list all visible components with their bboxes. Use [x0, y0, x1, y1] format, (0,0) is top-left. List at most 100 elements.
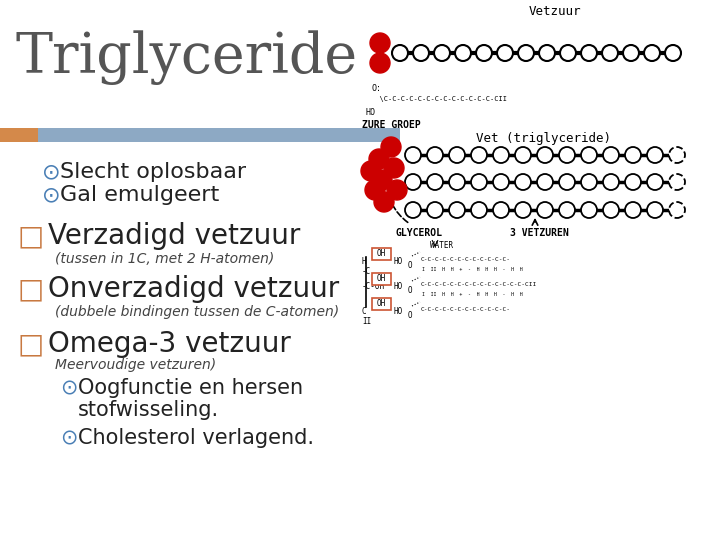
Circle shape: [644, 45, 660, 61]
FancyBboxPatch shape: [372, 298, 390, 309]
Circle shape: [603, 202, 619, 218]
Text: C-C-C-C-C-C-C-C-C-C-C-C-: C-C-C-C-C-C-C-C-C-C-C-C-: [421, 307, 511, 312]
Circle shape: [669, 202, 685, 218]
Text: HO: HO: [393, 282, 402, 291]
Text: H
-C: H -C: [362, 257, 372, 276]
Text: Onverzadigd vetzuur: Onverzadigd vetzuur: [48, 275, 339, 303]
Text: OH: OH: [377, 299, 386, 308]
Circle shape: [493, 147, 509, 163]
Circle shape: [471, 147, 487, 163]
Text: -C-OH: -C-OH: [362, 282, 385, 291]
Text: O: O: [408, 311, 413, 320]
Circle shape: [625, 174, 641, 190]
Circle shape: [493, 174, 509, 190]
Circle shape: [539, 45, 555, 61]
Text: OH: OH: [377, 249, 386, 258]
Text: GLYCEROL: GLYCEROL: [395, 228, 442, 238]
Text: Cholesterol verlagend.: Cholesterol verlagend.: [78, 428, 314, 448]
Text: Vet (triglyceride): Vet (triglyceride): [475, 132, 611, 145]
Circle shape: [381, 137, 401, 157]
Text: ⊙: ⊙: [60, 428, 78, 448]
Circle shape: [405, 174, 421, 190]
Circle shape: [427, 202, 443, 218]
Circle shape: [515, 174, 531, 190]
Circle shape: [370, 33, 390, 53]
Text: Omega-3 vetzuur: Omega-3 vetzuur: [48, 330, 291, 358]
Circle shape: [369, 149, 389, 169]
Circle shape: [392, 45, 408, 61]
Text: □: □: [18, 330, 44, 358]
Circle shape: [603, 147, 619, 163]
Text: ⊙: ⊙: [42, 162, 60, 182]
Text: \C-C-C-C-C-C-C-C-C-C-C-C-C-CII: \C-C-C-C-C-C-C-C-C-C-C-C-C-CII: [371, 96, 507, 102]
Bar: [0, 128, 38, 142]
Circle shape: [537, 147, 553, 163]
Circle shape: [559, 147, 575, 163]
Circle shape: [602, 45, 618, 61]
Circle shape: [515, 202, 531, 218]
Text: C-C-C-C-C-C-C-C-C-C-C-C-C-C-CII: C-C-C-C-C-C-C-C-C-C-C-C-C-C-CII: [421, 282, 537, 287]
Circle shape: [370, 53, 390, 73]
FancyBboxPatch shape: [372, 273, 390, 285]
Circle shape: [623, 45, 639, 61]
Circle shape: [361, 161, 381, 181]
Text: O: O: [408, 261, 413, 270]
Circle shape: [413, 45, 429, 61]
FancyBboxPatch shape: [372, 247, 390, 260]
Text: Oogfunctie en hersen: Oogfunctie en hersen: [78, 378, 303, 398]
Text: □: □: [18, 222, 44, 250]
Circle shape: [625, 147, 641, 163]
Text: Gal emulgeert: Gal emulgeert: [60, 185, 220, 205]
Text: Verzadigd vetzuur: Verzadigd vetzuur: [48, 222, 300, 250]
Circle shape: [449, 174, 465, 190]
Bar: [38, 128, 400, 142]
Circle shape: [581, 45, 597, 61]
Circle shape: [518, 45, 534, 61]
Circle shape: [365, 180, 385, 200]
Circle shape: [581, 202, 597, 218]
Text: I  II  H  H  +  -  H  H  H  -  H  H: I II H H + - H H H - H H: [422, 292, 523, 297]
Text: (dubbele bindingen tussen de C-atomen): (dubbele bindingen tussen de C-atomen): [55, 305, 339, 319]
Circle shape: [471, 174, 487, 190]
Circle shape: [497, 45, 513, 61]
Circle shape: [537, 202, 553, 218]
Text: Vetzuur: Vetzuur: [528, 5, 581, 18]
Circle shape: [449, 147, 465, 163]
Text: ⊙: ⊙: [42, 185, 60, 205]
Circle shape: [476, 45, 492, 61]
Circle shape: [625, 202, 641, 218]
Circle shape: [515, 147, 531, 163]
Text: (tussen in 1C, met 2 H-atomen): (tussen in 1C, met 2 H-atomen): [55, 252, 274, 266]
Text: ZURE GROEP: ZURE GROEP: [362, 120, 420, 130]
Circle shape: [559, 174, 575, 190]
Text: stofwisseling.: stofwisseling.: [78, 400, 219, 420]
Circle shape: [665, 45, 681, 61]
Circle shape: [669, 147, 685, 163]
Circle shape: [405, 202, 421, 218]
Text: C-C-C-C-C-C-C-C-C-C-C-C-: C-C-C-C-C-C-C-C-C-C-C-C-: [421, 257, 511, 262]
Text: C
II: C II: [362, 307, 372, 326]
Circle shape: [374, 192, 394, 212]
Circle shape: [471, 202, 487, 218]
Circle shape: [449, 202, 465, 218]
Text: 3 VETZUREN: 3 VETZUREN: [510, 228, 569, 238]
Text: HO: HO: [393, 257, 402, 266]
Circle shape: [405, 147, 421, 163]
Text: WATER: WATER: [430, 241, 453, 250]
Circle shape: [372, 170, 392, 190]
Circle shape: [537, 174, 553, 190]
Text: Triglyceride: Triglyceride: [15, 30, 357, 85]
Circle shape: [581, 147, 597, 163]
Text: □: □: [18, 275, 44, 303]
Circle shape: [455, 45, 471, 61]
Text: ⊙: ⊙: [60, 378, 78, 398]
Text: O: O: [408, 286, 413, 295]
Text: O:: O:: [371, 84, 381, 93]
Circle shape: [560, 45, 576, 61]
Circle shape: [669, 174, 685, 190]
Text: HO: HO: [366, 108, 376, 117]
Circle shape: [647, 147, 663, 163]
Circle shape: [427, 147, 443, 163]
Circle shape: [647, 202, 663, 218]
Circle shape: [581, 174, 597, 190]
